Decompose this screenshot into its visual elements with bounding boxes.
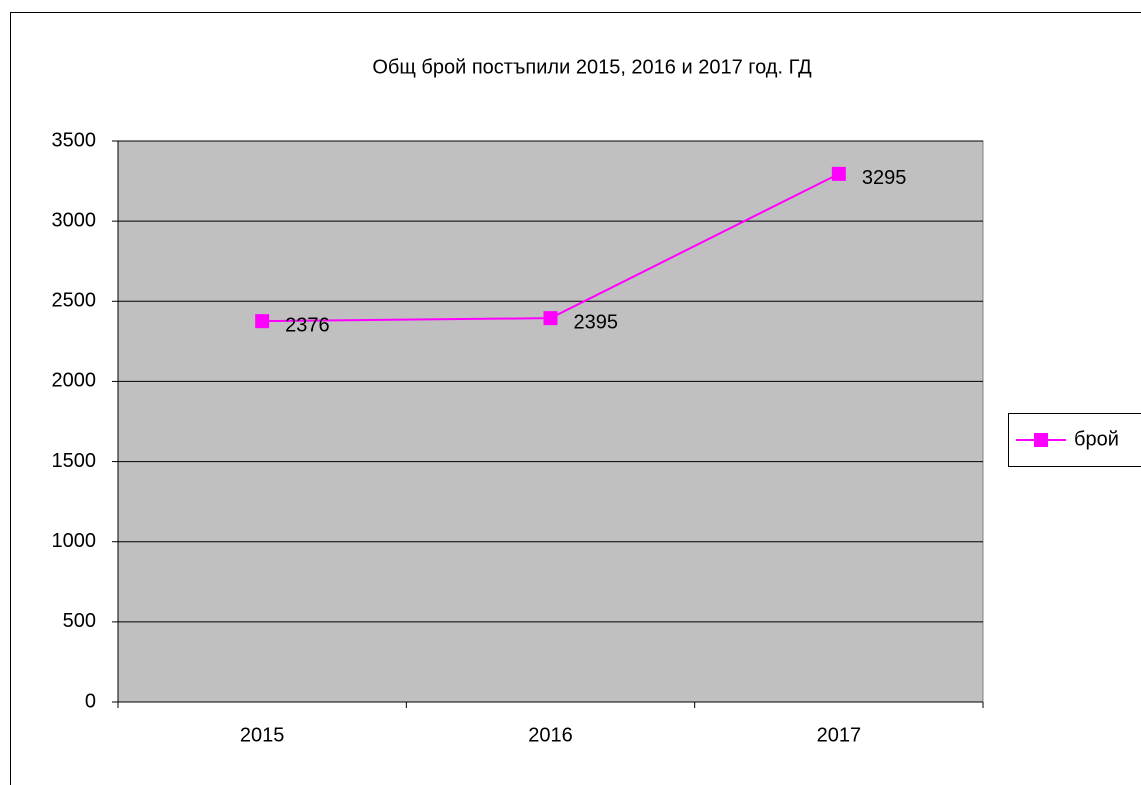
chart-title: Общ брой постъпили 2015, 2016 и 2017 год… <box>372 56 812 78</box>
y-tick-label: 2000 <box>52 370 97 392</box>
x-tick-label: 2017 <box>817 724 862 746</box>
data-label: 3295 <box>862 167 907 189</box>
y-tick-label: 0 <box>85 690 96 712</box>
marker <box>831 166 846 181</box>
x-tick-label: 2016 <box>528 724 573 746</box>
data-label: 2376 <box>285 314 330 336</box>
y-tick-label: 1500 <box>52 450 97 472</box>
data-label: 2395 <box>574 311 619 333</box>
legend-label: брой <box>1074 428 1119 450</box>
y-tick-label: 500 <box>63 610 96 632</box>
y-tick-label: 3500 <box>52 129 97 151</box>
y-tick-label: 3000 <box>52 209 97 231</box>
y-tick-label: 2500 <box>52 290 97 312</box>
x-tick-label: 2015 <box>240 724 285 746</box>
marker <box>255 314 270 329</box>
y-tick-label: 1000 <box>52 530 97 552</box>
legend-marker <box>1034 433 1048 447</box>
plot-area <box>117 140 984 703</box>
marker <box>543 311 558 326</box>
